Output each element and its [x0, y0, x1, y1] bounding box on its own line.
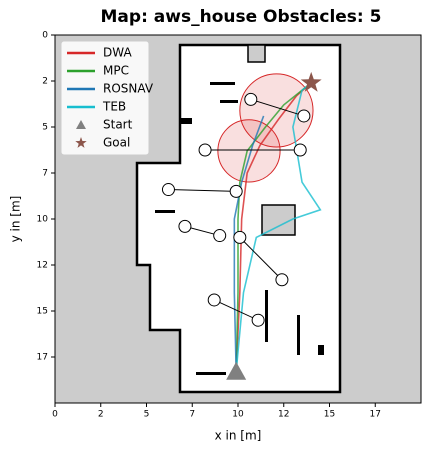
obstacle	[293, 143, 307, 157]
legend-label: Start	[103, 118, 133, 132]
start-marker	[226, 361, 247, 380]
trajectory	[235, 82, 322, 372]
obstacle	[207, 293, 221, 307]
legend-label: ROSNAV	[103, 82, 154, 96]
legend-swatch	[76, 120, 86, 129]
x-tick-label: 2	[98, 410, 104, 420]
x-tick-label: 0	[52, 410, 58, 420]
x-tick-label: 15	[324, 410, 335, 420]
y-tick-label: 12	[37, 261, 48, 271]
legend-label: Goal	[103, 136, 130, 150]
y-tick-label: 10	[37, 215, 49, 225]
safety-zone	[217, 119, 281, 183]
y-tick-label: 7	[42, 169, 48, 179]
trajectory	[235, 82, 312, 372]
y-tick-label: 0	[42, 31, 48, 41]
chart-title: Map: aws_house Obstacles: 5	[101, 7, 382, 27]
x-tick-label: 10	[232, 410, 244, 420]
obstacle	[161, 183, 175, 197]
legend-label: TEB	[102, 100, 126, 114]
obstacle-path	[168, 189, 237, 192]
obstacle	[213, 229, 227, 243]
obstacle	[251, 313, 265, 327]
x-tick-label: 17	[370, 410, 381, 420]
y-tick-label: 5	[42, 123, 48, 133]
y-axis-label: y in [m]	[9, 196, 23, 243]
x-tick-label: 7	[189, 410, 195, 420]
obstacle	[178, 219, 192, 233]
obstacle	[198, 143, 212, 157]
obstacle-path	[214, 299, 259, 321]
obstacle	[229, 184, 243, 198]
legend: DWA MPC ROSNAV TEB Start Goal	[60, 40, 154, 156]
obstacle	[233, 230, 247, 244]
x-axis-label: x in [m]	[215, 429, 262, 443]
obstacle-path	[239, 237, 283, 281]
obstacle	[275, 273, 289, 287]
x-tick-label: 5	[144, 410, 150, 420]
obstacle-path	[250, 98, 305, 117]
legend-label: DWA	[103, 46, 132, 60]
obstacle	[297, 109, 311, 123]
x-tick-label: 12	[278, 410, 289, 420]
goal-marker	[300, 71, 322, 92]
trajectory	[233, 115, 265, 372]
y-tick-label: 15	[37, 307, 48, 317]
legend-swatch	[75, 137, 87, 148]
y-tick-label: 2	[42, 77, 48, 87]
legend-label: MPC	[103, 64, 129, 78]
obstacle	[244, 92, 258, 106]
y-tick-label: 17	[37, 353, 48, 363]
